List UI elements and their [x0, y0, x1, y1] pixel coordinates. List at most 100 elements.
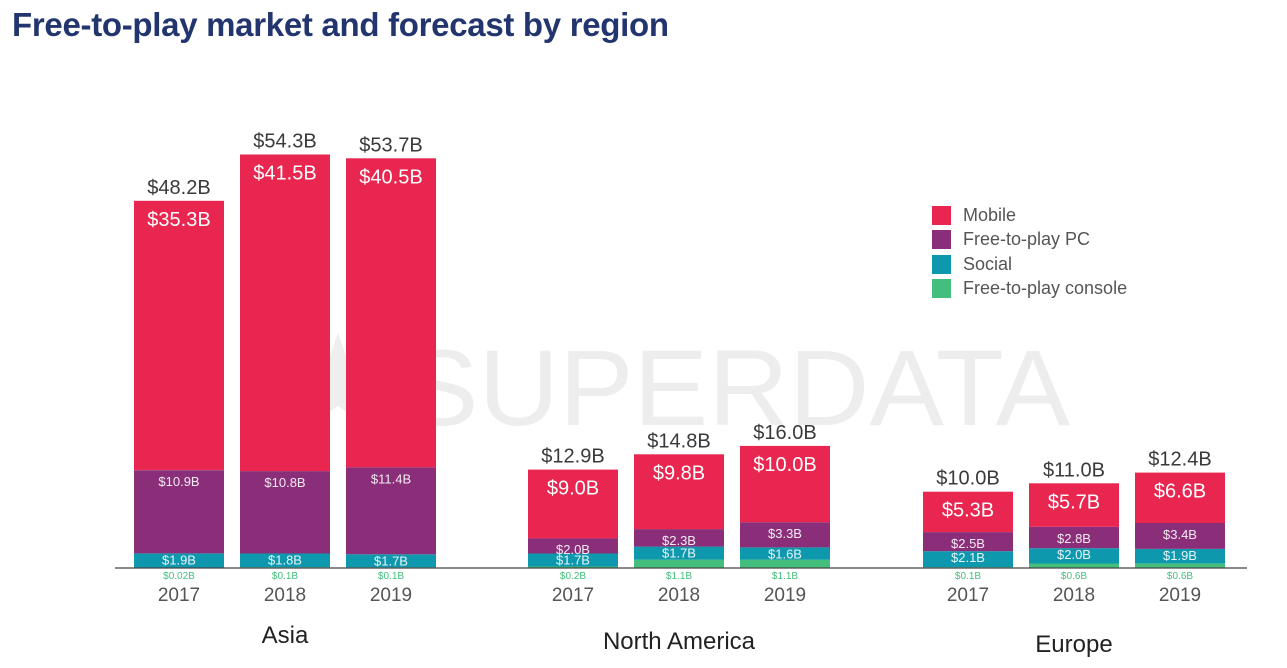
x-tick-label: 2017: [947, 585, 989, 606]
data-label-mobile: $9.0B: [547, 478, 599, 500]
bar-segment-free-to-play-pc: [240, 471, 330, 554]
legend-swatch-social: [932, 254, 951, 274]
total-label: $12.4B: [1148, 449, 1211, 471]
data-label-free-to-play-console: $0.6B: [1167, 571, 1193, 582]
bar-segment-free-to-play-pc: [740, 522, 830, 548]
x-tick-label: 2018: [658, 585, 700, 606]
bar-segment-free-to-play-pc: [634, 529, 724, 547]
data-label-mobile: $40.5B: [359, 166, 422, 188]
data-label-free-to-play-console: $0.1B: [272, 571, 298, 582]
data-label-mobile: $9.8B: [653, 462, 705, 484]
bar-segment-free-to-play-console: [528, 566, 618, 568]
total-label: $53.7B: [359, 134, 422, 156]
data-label-free-to-play-console: $0.1B: [955, 571, 981, 582]
x-tick-label: 2018: [1053, 585, 1095, 606]
bar-segment-free-to-play-pc: [528, 538, 618, 554]
bar-segment-free-to-play-pc: [1135, 523, 1225, 549]
bar-segment-free-to-play-console: [1029, 563, 1119, 568]
data-label-social: $1.7B: [662, 546, 696, 561]
bar-segment-mobile: [634, 454, 724, 530]
bar-segment-free-to-play-pc: [346, 467, 436, 555]
data-label-social: $2.1B: [951, 550, 985, 565]
data-label-free-to-play-pc: $11.4B: [371, 471, 411, 486]
legend-item-free-to-play-pc[interactable]: Free-to-play PC: [932, 228, 1127, 253]
total-label: $11.0B: [1043, 459, 1105, 481]
bar-segment-free-to-play-pc: [134, 470, 224, 554]
data-label-free-to-play-pc: $2.8B: [1057, 531, 1091, 546]
bar-segment-free-to-play-pc: [1029, 526, 1119, 549]
chart-title: Free-to-play market and forecast by regi…: [12, 6, 669, 43]
data-label-mobile: $41.5B: [253, 163, 316, 185]
data-label-free-to-play-console: $1.1B: [772, 571, 798, 582]
bar-segment-social: [740, 547, 830, 560]
data-label-free-to-play-pc: $10.8B: [264, 475, 305, 490]
legend-swatch-free-to-play-console: [932, 279, 951, 299]
data-label-free-to-play-console: $1.1B: [666, 571, 692, 582]
bar-segment-free-to-play-pc: [923, 532, 1013, 552]
bar-segment-mobile: [1135, 472, 1225, 523]
x-tick-label: 2017: [552, 585, 594, 606]
bar-segment-social: [346, 554, 436, 568]
total-label: $10.0B: [936, 468, 999, 490]
bar-segment-mobile: [528, 469, 618, 539]
bar-segment-mobile: [1029, 483, 1119, 527]
data-label-free-to-play-pc: $3.3B: [768, 526, 802, 541]
data-label-free-to-play-console: $0.02B: [163, 571, 195, 582]
group-label: Asia: [262, 622, 309, 649]
bar-segment-social: [528, 553, 618, 567]
bar-segment-social: [634, 546, 724, 560]
data-label-mobile: $6.6B: [1154, 481, 1206, 503]
x-tick-label: 2019: [764, 585, 806, 606]
data-label-free-to-play-console: $0.6B: [1061, 571, 1087, 582]
data-label-mobile: $10.0B: [753, 454, 816, 476]
data-label-social: $1.7B: [374, 553, 408, 568]
bar-segment-mobile: [740, 445, 830, 523]
data-label-free-to-play-pc: $2.5B: [951, 536, 985, 551]
data-label-mobile: $5.3B: [942, 500, 994, 522]
data-label-social: $1.7B: [556, 553, 590, 568]
legend-item-mobile[interactable]: Mobile: [932, 203, 1127, 228]
data-label-social: $1.9B: [162, 552, 196, 567]
total-label: $12.9B: [541, 446, 604, 468]
total-label: $16.0B: [753, 422, 816, 444]
data-label-free-to-play-pc: $3.4B: [1163, 527, 1197, 542]
x-tick-label: 2017: [158, 585, 200, 606]
total-label: $14.8B: [647, 430, 710, 452]
legend-item-free-to-play-console[interactable]: Free-to-play console: [932, 277, 1127, 302]
bar-segment-mobile: [346, 158, 436, 468]
bar-segment-social: [1135, 548, 1225, 564]
bar-segment-mobile: [240, 154, 330, 472]
bar-segment-social: [240, 553, 330, 568]
data-label-free-to-play-pc: $2.3B: [662, 533, 696, 548]
x-tick-label: 2019: [1159, 585, 1201, 606]
legend-item-social[interactable]: Social: [932, 252, 1127, 277]
data-label-free-to-play-console: $0.2B: [560, 571, 586, 582]
group-label: North America: [603, 628, 756, 655]
legend-swatch-mobile: [932, 205, 951, 225]
data-label-social: $1.6B: [768, 546, 802, 561]
legend-label-free-to-play-pc: Free-to-play PC: [963, 229, 1091, 250]
bar-segment-free-to-play-console: [1135, 563, 1225, 568]
data-label-social: $2.0B: [1057, 547, 1091, 562]
total-label: $48.2B: [147, 177, 210, 199]
bar-segment-mobile: [134, 200, 224, 471]
bar-segment-social: [1029, 548, 1119, 564]
bar-segment-free-to-play-console: [740, 559, 830, 568]
data-label-social: $1.8B: [268, 553, 302, 568]
data-label-free-to-play-console: $0.1B: [378, 571, 404, 582]
watermark-star-icon: [288, 333, 388, 428]
total-label: $54.3B: [253, 131, 316, 153]
watermark-text: SUPERDATA: [404, 327, 1070, 448]
legend-label-social: Social: [963, 253, 1013, 274]
x-tick-label: 2019: [370, 585, 412, 606]
data-label-free-to-play-pc: $10.9B: [158, 474, 199, 489]
bar-segment-social: [923, 551, 1013, 568]
legend-swatch-free-to-play-pc: [932, 230, 951, 250]
data-label-social: $1.9B: [1163, 548, 1197, 563]
legend-label-free-to-play-console: Free-to-play console: [963, 278, 1128, 299]
watermark: SUPERDATA: [288, 327, 1070, 448]
data-label-mobile: $5.7B: [1048, 491, 1100, 513]
x-tick-label: 2018: [264, 585, 306, 606]
data-label-free-to-play-pc: $2.0B: [556, 542, 590, 557]
